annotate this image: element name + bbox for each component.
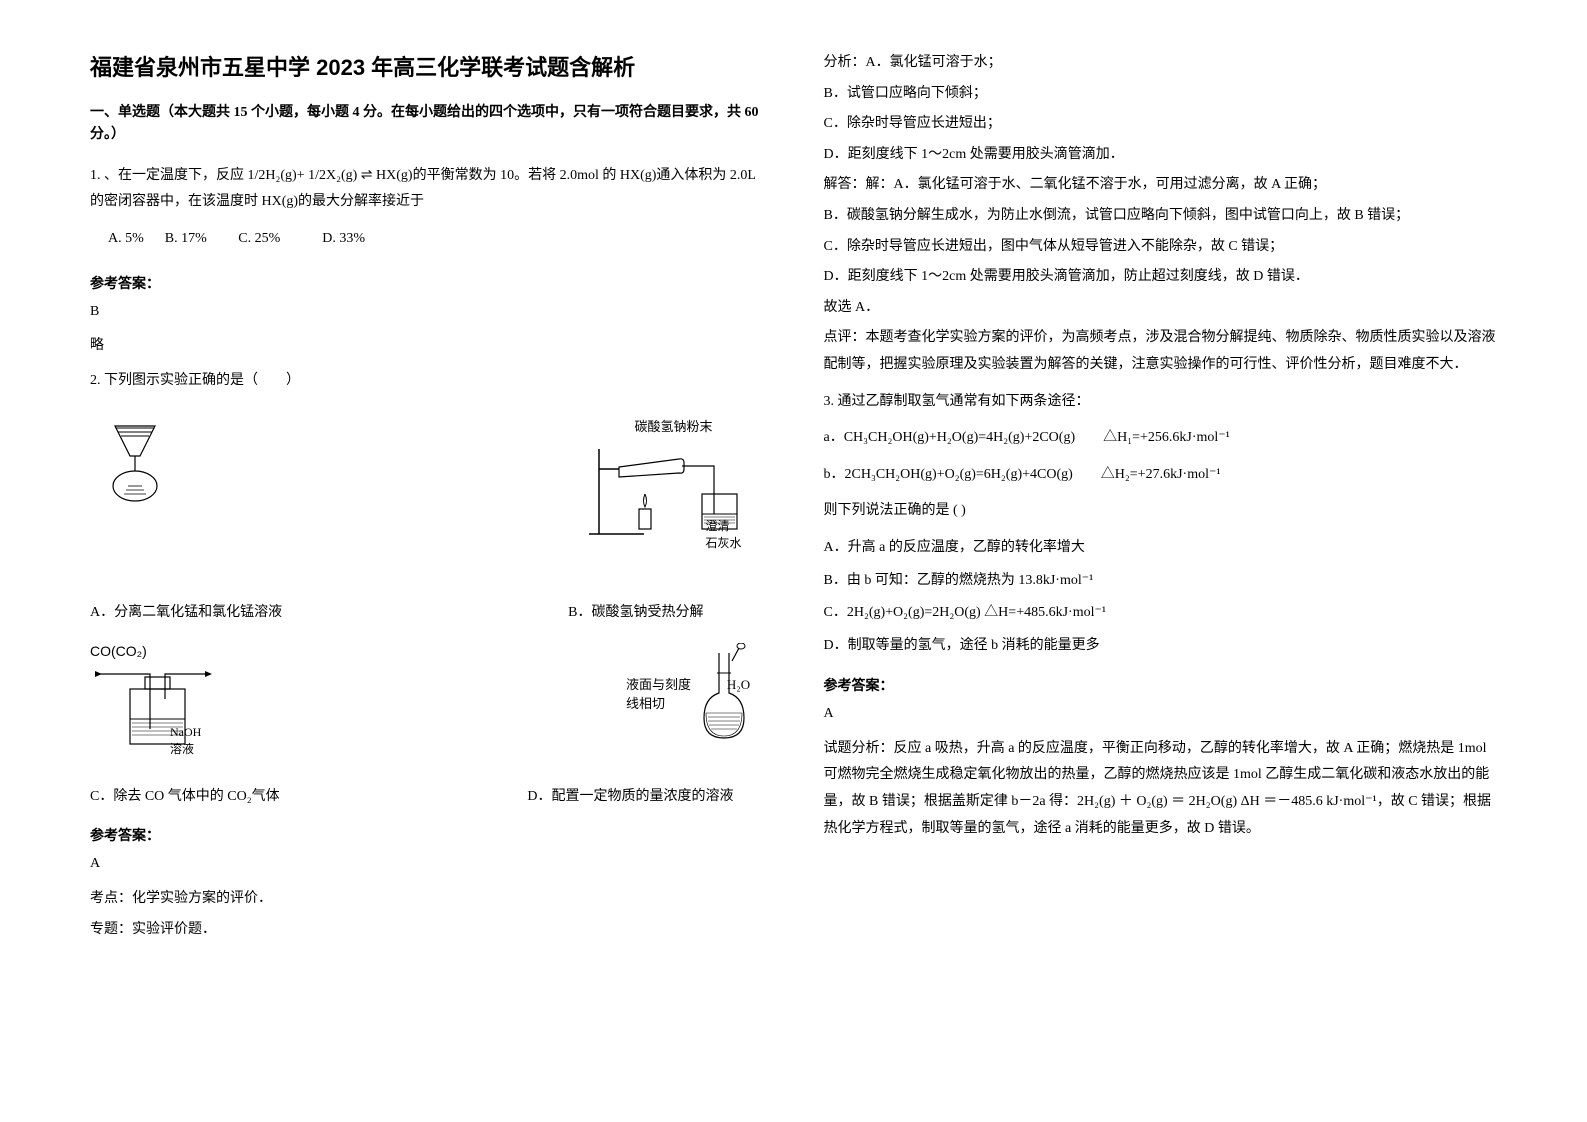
q1-note: 略 bbox=[90, 333, 764, 360]
q3-eqb: b．2CH₃CH₂OH(g)+O₂(g)=6H₂(g)+4CO(g) △H₂=+… bbox=[824, 462, 1498, 489]
jieda-d: D．距刻度线下 1～2cm 处需要用胶头滴管滴加，防止超过刻度线，故 D 错误． bbox=[824, 264, 1498, 291]
q1-optC: C. 25% bbox=[238, 231, 280, 246]
fenxi-c: C．除杂时导管应长进短出； bbox=[824, 111, 1498, 138]
funnel-icon bbox=[90, 416, 180, 506]
q3-optC: C．2H₂(g)+O₂(g)=2H₂O(g) △H=+485.6kJ·mol⁻¹ bbox=[824, 600, 1498, 627]
q3-eqb-h: △H₂=+27.6kJ·mol⁻¹ bbox=[1101, 467, 1221, 482]
q1-optB: B. 17% bbox=[165, 231, 207, 246]
q2-optD: D．配置一定物质的量浓度的溶液 bbox=[527, 785, 733, 805]
q1-options: A. 5% B. 17% C. 25% D. 33% bbox=[90, 226, 764, 253]
h2o-label: H₂O bbox=[727, 677, 750, 693]
fenxi-b: B．试管口应略向下倾斜； bbox=[824, 81, 1498, 108]
jieda-c: C．除杂时导管应长进短出，图中气体从短导管进入不能除杂，故 C 错误； bbox=[824, 234, 1498, 261]
q1-text: 1. 、在一定温度下，反应 1/2H₂(g)+ 1/2X₂(g) ⇌ HX(g)… bbox=[90, 163, 764, 216]
q2-figB: 碳酸氢钠粉末 bbox=[584, 416, 764, 589]
q2-figB-label: 碳酸氢钠粉末 bbox=[634, 416, 712, 435]
solution-label: 溶液 bbox=[170, 740, 201, 757]
q3-eqa: a．CH₃CH₂OH(g)+H₂O(g)=4H₂(g)+2CO(g) △H₁=+… bbox=[824, 425, 1498, 452]
q2-kaodian: 考点：化学实验方案的评价． bbox=[90, 886, 764, 913]
flask-label1: 液面与刻度 bbox=[626, 674, 691, 693]
q2-answer: A bbox=[90, 851, 764, 878]
page-title: 福建省泉州市五星中学 2023 年高三化学联考试题含解析 bbox=[90, 50, 764, 82]
q2-co-label: CO(CO₂) bbox=[90, 643, 147, 659]
q3-text: 3. 通过乙醇制取氢气通常有如下两条途径： bbox=[824, 389, 1498, 416]
q1-answer-label: 参考答案： bbox=[90, 273, 764, 293]
naoh-label: NaOH bbox=[170, 725, 201, 740]
section-header: 一、单选题（本大题共 15 个小题，每小题 4 分。在每小题给出的四个选项中，只… bbox=[90, 102, 764, 147]
fenxi-d: D．距刻度线下 1～2cm 处需要用胶头滴管滴加． bbox=[824, 142, 1498, 169]
q3-answer: A bbox=[824, 701, 1498, 728]
q3-stem2: 则下列说法正确的是 ( ) bbox=[824, 498, 1498, 525]
q3-answer-label: 参考答案： bbox=[824, 675, 1498, 695]
q3-eqb-left: b．2CH₃CH₂OH(g)+O₂(g)=6H₂(g)+4CO(g) bbox=[824, 467, 1073, 482]
q2-zhuanti: 专题：实验评价题． bbox=[90, 917, 764, 944]
q1-optD: D. 33% bbox=[322, 231, 365, 246]
q3-eqa-left: a．CH₃CH₂OH(g)+H₂O(g)=4H₂(g)+2CO(g) bbox=[824, 430, 1076, 445]
q2-optA: A．分离二氧化锰和氯化锰溶液 bbox=[90, 601, 282, 621]
flask-label2: 线相切 bbox=[626, 693, 691, 712]
q2-text: 2. 下列图示实验正确的是（ ） bbox=[90, 368, 764, 395]
q3-optD: D．制取等量的氢气，途径 b 消耗的能量更多 bbox=[824, 633, 1498, 660]
jieda-b: B．碳酸氢钠分解生成水，为防止水倒流，试管口应略向下倾斜，图中试管口向上，故 B… bbox=[824, 203, 1498, 230]
guxuan: 故选 A． bbox=[824, 295, 1498, 322]
dianping: 点评：本题考查化学实验方案的评价，为高频考点，涉及混合物分解提纯、物质除杂、物质… bbox=[824, 325, 1498, 378]
jieda-a: 解答：解：A．氯化锰可溶于水、二氧化锰不溶于水，可用过滤分离，故 A 正确； bbox=[824, 172, 1498, 199]
q2-optC: C．除去 CO 气体中的 CO₂气体 bbox=[90, 785, 280, 805]
q2-figB-sub2: 石灰水 bbox=[705, 534, 741, 551]
q2-figB-sub1: 澄清 bbox=[705, 517, 741, 534]
q1-optA: A. 5% bbox=[108, 231, 144, 246]
q3-optA: A．升高 a 的反应温度，乙醇的转化率增大 bbox=[824, 535, 1498, 562]
q3-optB: B．由 b 可知：乙醇的燃烧热为 13.8kJ·mol⁻¹ bbox=[824, 568, 1498, 595]
q3-eqa-h: △H₁=+256.6kJ·mol⁻¹ bbox=[1103, 430, 1230, 445]
q3-analysis: 试题分析：反应 a 吸热，升高 a 的反应温度，平衡正向移动，乙醇的转化率增大，… bbox=[824, 736, 1498, 842]
q2-optB: B．碳酸氢钠受热分解 bbox=[568, 601, 703, 621]
q2-answer-label: 参考答案： bbox=[90, 825, 764, 845]
q2-figA bbox=[90, 416, 180, 589]
q1-answer: B bbox=[90, 299, 764, 326]
fenxi-a: 分析：A．氯化锰可溶于水； bbox=[824, 50, 1498, 77]
